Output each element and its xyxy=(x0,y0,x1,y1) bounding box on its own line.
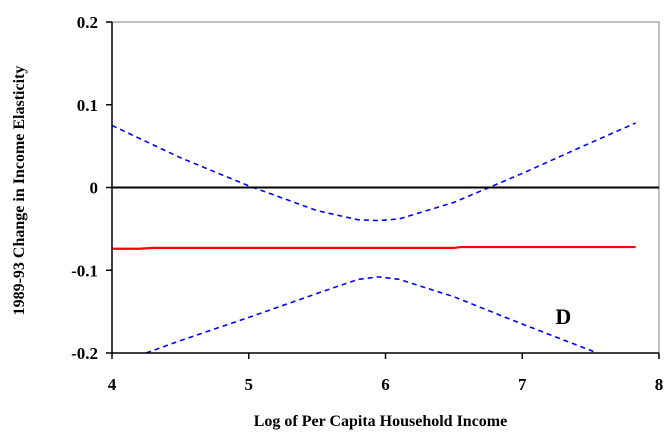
series-layer xyxy=(111,122,637,354)
series-line-0 xyxy=(111,122,637,222)
y-tick-label-0: 0.2 xyxy=(77,13,98,32)
y-tick-label-1: 0.1 xyxy=(77,96,98,115)
x-tick-label-1: 5 xyxy=(245,375,254,394)
x-tick-label-3: 7 xyxy=(518,375,527,394)
x-tick-label-4: 8 xyxy=(655,375,664,394)
x-axis-title: Log of Per Capita Household Income xyxy=(254,413,507,430)
x-tick-label-2: 6 xyxy=(381,375,390,394)
series-line-2 xyxy=(145,276,598,354)
label-layer: 0.2 0.1 0 -0.1 -0.2 4 5 6 7 8 xyxy=(71,13,663,394)
y-tick-label-3: -0.1 xyxy=(71,261,98,280)
series-line-1 xyxy=(112,245,636,250)
axis-layer xyxy=(106,21,660,359)
panel-label-d: D xyxy=(555,304,571,329)
y-tick-label-4: -0.2 xyxy=(71,344,98,363)
y-tick-label-2: 0 xyxy=(90,179,99,198)
y-axis-title: 1989-93 Change in Income Elasticity xyxy=(11,66,28,316)
x-tick-label-0: 4 xyxy=(108,375,117,394)
